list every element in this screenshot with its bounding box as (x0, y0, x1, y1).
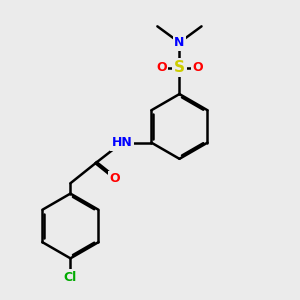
Text: Cl: Cl (64, 271, 77, 284)
Text: O: O (192, 61, 203, 74)
Text: HN: HN (112, 136, 132, 149)
Text: N: N (174, 36, 184, 49)
Text: O: O (156, 61, 166, 74)
Text: O: O (109, 172, 120, 185)
Text: S: S (174, 60, 185, 75)
